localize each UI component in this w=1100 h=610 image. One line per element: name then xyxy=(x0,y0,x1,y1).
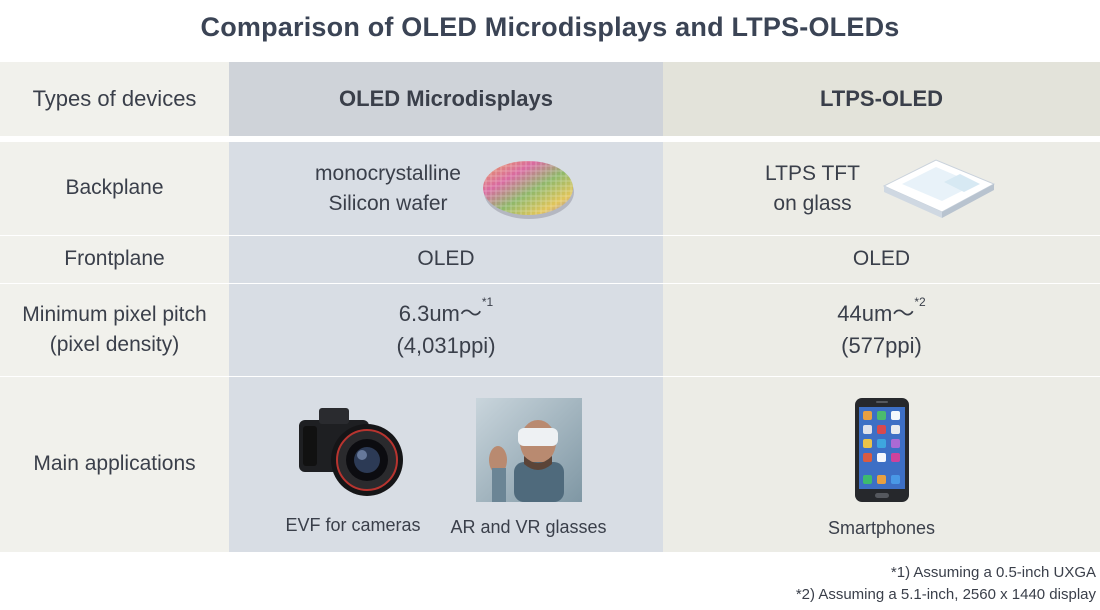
app-cameras-label: EVF for cameras xyxy=(285,515,421,536)
app-ar-vr: AR and VR glasses xyxy=(450,398,607,540)
backplane-ltps-line2: on glass xyxy=(773,191,852,215)
pixel-pitch-ltps: 44um～*2 (577ppi) xyxy=(663,284,1100,376)
header-oled-microdisplays: OLED Microdisplays xyxy=(229,62,663,136)
applications-microdisplay: EVF for cameras AR and VR glasses xyxy=(229,377,663,552)
pitch-microdisplay-value: 6.3um～ xyxy=(398,301,482,327)
silicon-wafer-icon xyxy=(482,160,574,219)
page-title: Comparison of OLED Microdisplays and LTP… xyxy=(200,12,900,42)
camera-icon xyxy=(298,408,403,497)
header-types-of-devices: Types of devices xyxy=(0,62,229,136)
pixel-pitch-label-line1: Minimum pixel pitch xyxy=(22,302,207,326)
applications-ltps: Smartphones xyxy=(663,377,1100,552)
backplane-microdisplay-line1: monocrystalline xyxy=(315,161,461,185)
row-divider xyxy=(0,235,1100,236)
backplane-microdisplay-cell: monocrystalline Silicon wafer xyxy=(229,142,663,235)
footnotes: *1) Assuming a 0.5-inch UXGA *2) Assumin… xyxy=(796,562,1096,606)
comparison-table: Types of devices OLED Microdisplays LTPS… xyxy=(0,62,1100,552)
frontplane-ltps: OLED xyxy=(663,236,1100,283)
pixel-pitch-microdisplay: 6.3um～*1 (4,031ppi) xyxy=(229,284,663,376)
footnote-1: *1) Assuming a 0.5-inch UXGA xyxy=(890,564,1096,581)
backplane-ltps-line1: LTPS TFT xyxy=(765,161,860,185)
pixel-pitch-label-line2: (pixel density) xyxy=(49,333,180,356)
footnote-ref-1: *1 xyxy=(481,295,494,310)
row-divider xyxy=(0,283,1100,284)
row-label-pixel-pitch: Minimum pixel pitch (pixel density) xyxy=(0,284,229,376)
row-label-applications: Main applications xyxy=(0,377,229,552)
glass-panel-icon xyxy=(882,158,996,218)
footnote-2: *2) Assuming a 5.1-inch, 2560 x 1440 dis… xyxy=(795,586,1096,603)
app-smartphones-label: Smartphones xyxy=(827,518,936,539)
backplane-ltps-cell: LTPS TFT on glass xyxy=(663,142,1100,235)
row-label-backplane: Backplane xyxy=(0,142,229,235)
smartphone-icon xyxy=(854,398,909,503)
backplane-microdisplay-line2: Silicon wafer xyxy=(328,191,448,215)
app-smartphones: Smartphones xyxy=(828,397,935,541)
pitch-ltps-density: (577ppi) xyxy=(841,333,922,358)
frontplane-microdisplay: OLED xyxy=(229,236,663,283)
pitch-microdisplay-density: (4,031ppi) xyxy=(396,333,496,358)
row-divider xyxy=(0,376,1100,377)
row-label-frontplane: Frontplane xyxy=(0,236,229,283)
vr-headset-photo xyxy=(475,398,582,503)
app-ar-vr-label: AR and VR glasses xyxy=(450,517,607,538)
header-divider xyxy=(0,136,1100,142)
header-ltps-oled: LTPS-OLED xyxy=(663,62,1100,136)
pitch-ltps-value: 44um～ xyxy=(837,301,915,327)
app-cameras: EVF for cameras xyxy=(285,400,420,538)
footnote-ref-2: *2 xyxy=(914,295,926,310)
